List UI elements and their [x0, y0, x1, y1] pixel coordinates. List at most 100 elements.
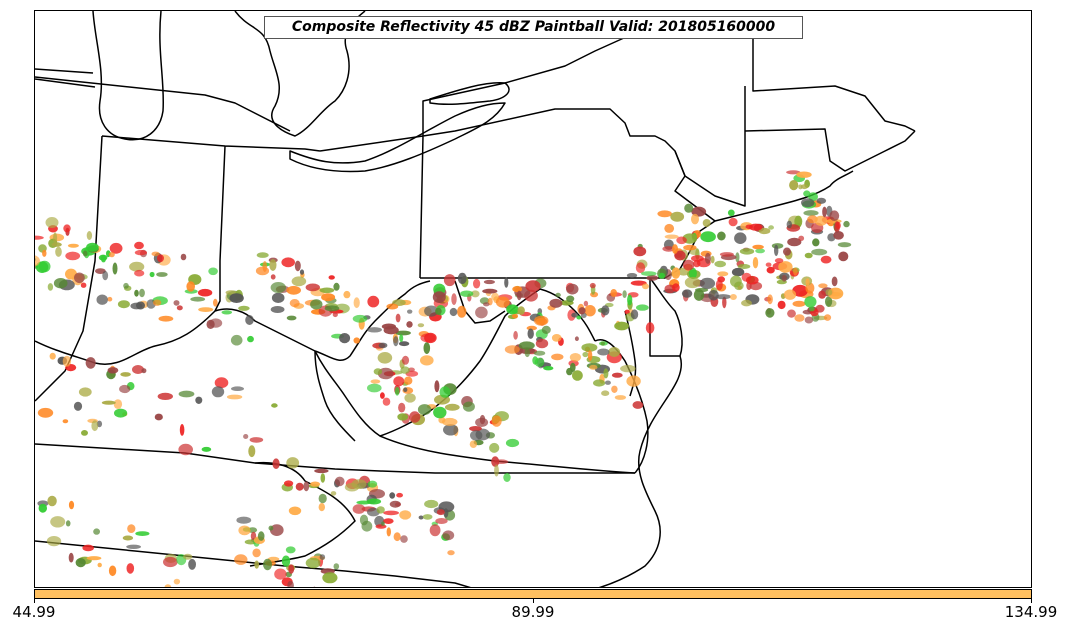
paintball-blob	[134, 249, 147, 256]
paintball-blob	[75, 558, 86, 568]
paintball-blob	[491, 292, 499, 301]
paintball-blob	[35, 235, 44, 240]
paintball-blob	[257, 531, 265, 541]
paintball-blob	[672, 244, 678, 254]
paintball-blob	[86, 231, 93, 240]
paintball-blob	[555, 292, 561, 298]
paintball-blob	[777, 300, 786, 310]
paintball-blob	[783, 247, 791, 256]
paintball-blob	[597, 348, 610, 356]
paintball-blob	[149, 271, 155, 278]
paintball-blob	[729, 294, 737, 300]
paintball-blob	[163, 556, 178, 568]
paintball-blob	[635, 262, 646, 274]
paintball-blob	[603, 368, 609, 379]
paintball-blob	[186, 281, 195, 292]
paintball-blob	[238, 525, 251, 536]
paintball-blob	[504, 277, 509, 288]
paintball-blob	[400, 535, 408, 543]
paintball-blob	[796, 171, 812, 178]
paintball-blob	[512, 313, 518, 319]
paintball-blob	[208, 267, 218, 276]
paintball-blob	[51, 242, 62, 247]
paintball-blob	[611, 385, 618, 393]
paintball-blob	[489, 442, 500, 453]
paintball-blob	[432, 291, 446, 303]
paintball-blob	[383, 326, 399, 335]
paintball-blob	[351, 479, 367, 489]
paintball-blob	[398, 402, 406, 413]
paintball-blob	[320, 473, 326, 483]
paintball-blob	[42, 249, 47, 257]
paintball-blob	[62, 419, 69, 424]
paintball-blob	[114, 408, 128, 418]
paintball-blob	[494, 464, 499, 477]
paintball-blob	[318, 493, 327, 504]
paintball-blob	[234, 554, 248, 565]
paintball-blob	[449, 307, 458, 317]
paintball-blob	[491, 415, 502, 427]
paintball-blob	[107, 296, 113, 302]
paintball-blob	[584, 305, 596, 317]
paintball-blob	[417, 404, 432, 415]
paintball-blob	[524, 348, 530, 358]
paintball-blob	[691, 255, 704, 262]
paintball-blob	[512, 286, 523, 293]
paintball-blob	[435, 307, 442, 315]
paintball-blob	[270, 274, 276, 280]
map-panel	[34, 10, 1032, 588]
paintball-blob	[211, 386, 225, 398]
paintball-blob	[318, 503, 325, 512]
paintball-blob	[482, 288, 498, 294]
colorbar-tick-label-mid: 89.99	[511, 603, 555, 621]
paintball-blob	[699, 277, 716, 289]
paintball-blob	[593, 379, 606, 387]
paintball-blob	[681, 289, 693, 298]
paintball-blob	[774, 258, 784, 264]
paintball-blob	[787, 309, 796, 318]
paintball-blob	[787, 237, 802, 247]
paintball-blob	[765, 262, 772, 267]
paintball-blob	[352, 314, 368, 323]
paintball-blob	[375, 524, 387, 529]
paintball-blob	[197, 288, 213, 297]
paintball-blob	[117, 300, 130, 309]
paintball-blob	[676, 236, 687, 245]
paintball-blob	[367, 480, 378, 488]
paintball-blob	[47, 495, 57, 507]
paintball-blob	[406, 321, 413, 328]
paintball-blob	[68, 500, 75, 510]
lake-michigan-outline	[92, 11, 165, 141]
paintball-blob	[589, 364, 598, 370]
paintball-blob	[389, 492, 396, 499]
paintball-blob	[814, 215, 828, 226]
paintball-blob	[505, 438, 520, 448]
paintball-blob	[291, 276, 307, 287]
paintball-blob	[201, 446, 212, 452]
paintball-blob	[766, 266, 775, 274]
paintball-blob	[134, 241, 144, 250]
paintball-blob	[284, 480, 294, 487]
paintball-blob	[108, 252, 115, 258]
paintball-blob	[533, 350, 546, 356]
paintball-blob	[571, 312, 579, 318]
paintball-blob	[719, 252, 734, 257]
paintball-blob	[180, 253, 187, 261]
paintball-blob	[671, 267, 681, 279]
state-border-ky-tn	[35, 443, 635, 474]
paintball-blob	[313, 586, 316, 587]
paintball-blob	[566, 283, 579, 295]
paintball-blob	[98, 254, 108, 261]
paintball-blob	[382, 397, 391, 406]
paintball-blob	[35, 255, 40, 267]
state-border-nc-sc	[35, 540, 471, 587]
paintball-blob	[395, 313, 401, 323]
paintball-blob	[420, 355, 434, 366]
paintball-blob	[825, 289, 833, 296]
paintball-blob	[245, 315, 254, 325]
paintball-blob	[700, 231, 716, 243]
paintball-blob	[475, 417, 489, 427]
paintball-blob	[404, 393, 416, 403]
paintball-blob	[393, 532, 401, 542]
paintball-blob	[45, 217, 59, 228]
